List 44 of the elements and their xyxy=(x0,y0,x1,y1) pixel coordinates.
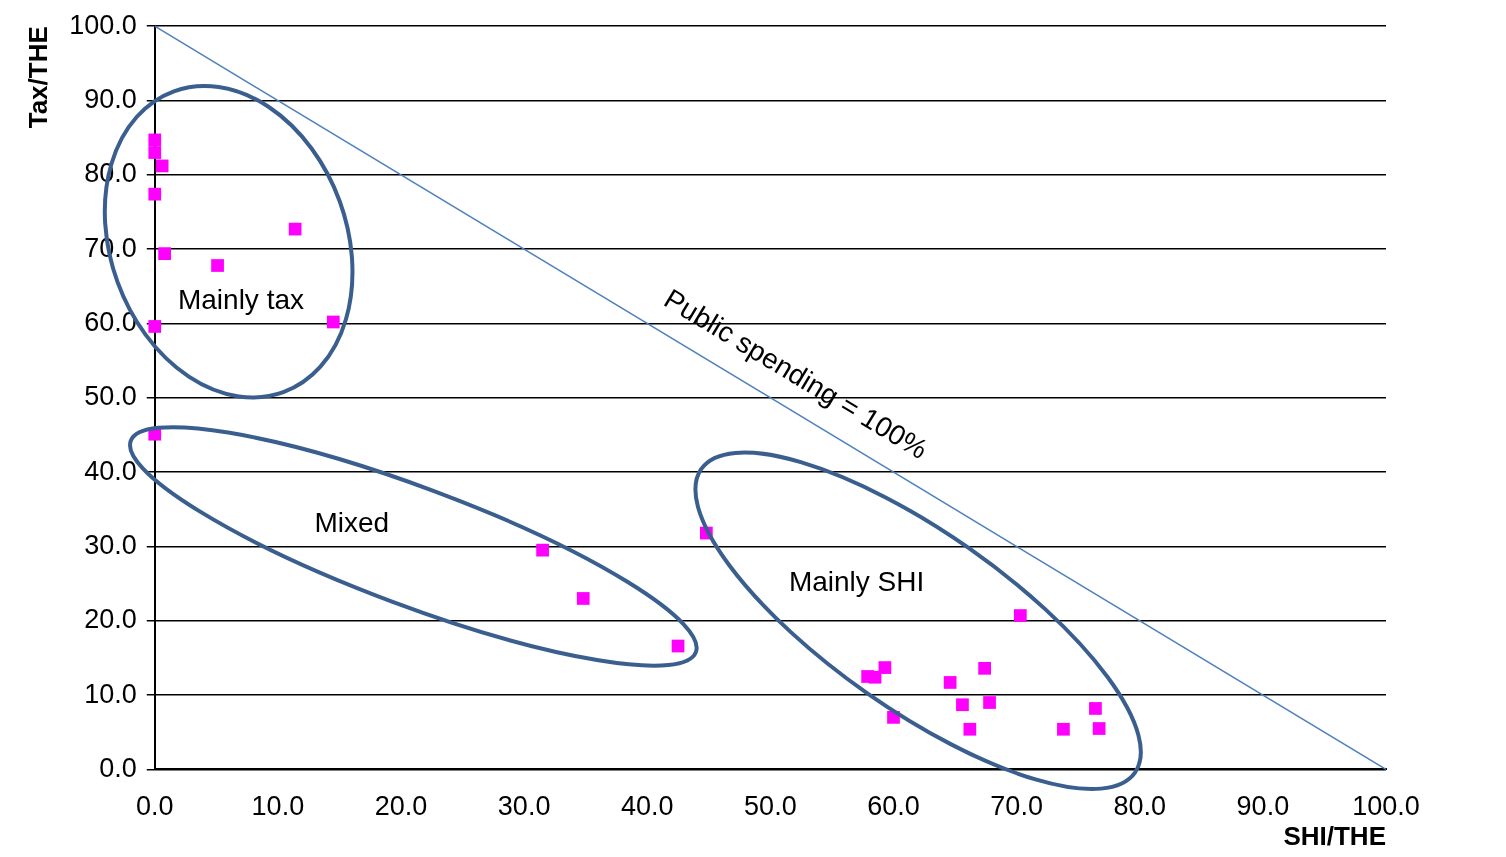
point xyxy=(536,543,549,557)
x-tick-label: 20.0 xyxy=(374,791,428,822)
point xyxy=(576,592,590,605)
annotation: Mainly SHI xyxy=(788,566,925,598)
x-tick-label: 40.0 xyxy=(620,791,674,822)
x-axis-title: SHI/THE xyxy=(1283,820,1386,851)
point xyxy=(868,670,882,684)
x-tick-label: 0.0 xyxy=(135,791,174,822)
x-tick-label: 10.0 xyxy=(251,791,305,822)
point xyxy=(1089,702,1102,715)
x-tick-label: 60.0 xyxy=(867,791,920,822)
y-tick-label: 100.0 xyxy=(69,9,137,40)
x-tick-label: 50.0 xyxy=(744,791,797,822)
y-tick-label: 30.0 xyxy=(84,529,137,560)
y-tick-label: 90.0 xyxy=(84,83,137,114)
point xyxy=(1092,722,1106,735)
x-tick-label: 30.0 xyxy=(497,791,551,822)
point xyxy=(1013,609,1027,622)
point xyxy=(326,315,340,329)
annotation: Mainly tax xyxy=(177,283,304,315)
point xyxy=(148,187,162,201)
point xyxy=(963,722,977,736)
y-tick-label: 40.0 xyxy=(84,455,137,486)
y-tick-label: 50.0 xyxy=(84,381,137,412)
point xyxy=(211,259,224,272)
point xyxy=(148,133,162,147)
point xyxy=(878,661,892,674)
x-tick-label: 70.0 xyxy=(990,791,1043,822)
y-tick-label: 0.0 xyxy=(99,752,137,783)
point xyxy=(158,247,171,260)
y-tick-label: 10.0 xyxy=(84,678,137,709)
y-axis-title: Tax/THE xyxy=(22,26,53,129)
point xyxy=(1057,722,1070,736)
x-tick-label: 80.0 xyxy=(1113,791,1167,822)
point xyxy=(943,676,957,689)
point xyxy=(978,661,991,675)
point xyxy=(956,698,969,712)
point xyxy=(155,159,169,173)
point xyxy=(983,696,996,709)
annotation: Mixed xyxy=(314,506,390,538)
y-tick-label: 20.0 xyxy=(84,604,137,635)
point xyxy=(148,146,162,159)
x-tick-label: 100.0 xyxy=(1352,791,1420,822)
x-tick-label: 90.0 xyxy=(1236,791,1290,822)
